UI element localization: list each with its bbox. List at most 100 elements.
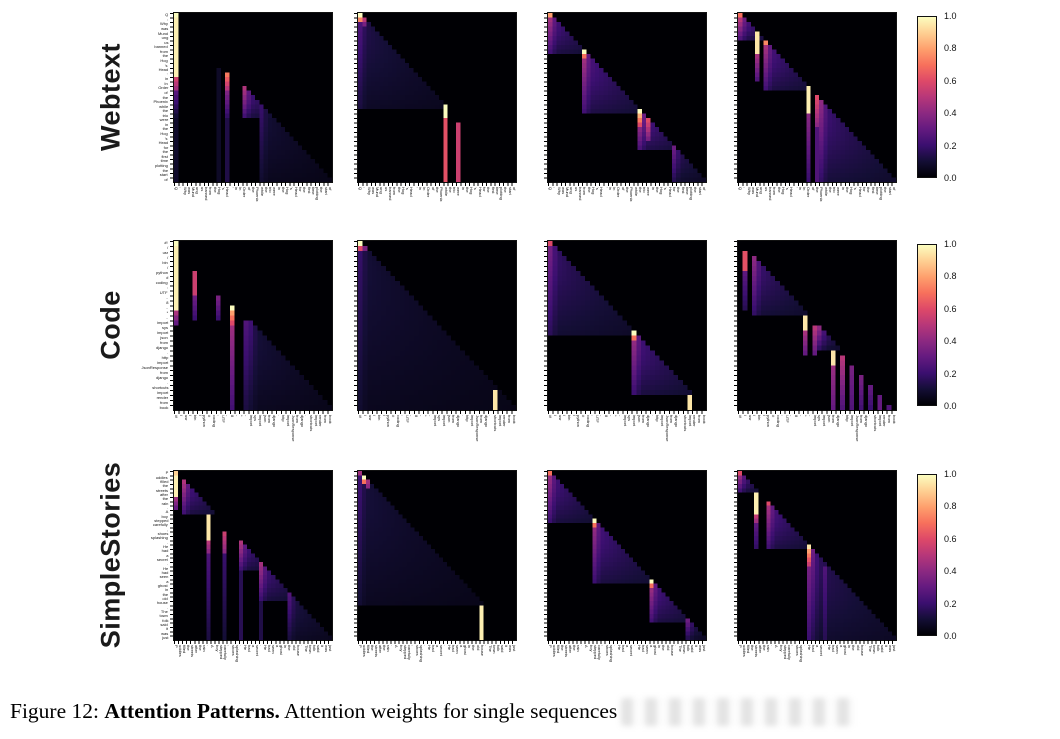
x-axis-token-labels: #! / usr / bin / python # coding: UTF -8- * - import s… [548, 415, 706, 461]
x-tick-label: house [669, 645, 675, 656]
x-tick-label: 's [473, 187, 478, 190]
x-tick-label: carefully [406, 645, 412, 660]
x-tick-label: json [262, 415, 268, 423]
x-tick-label: from [267, 415, 272, 423]
x-tick-label: * [239, 415, 244, 417]
attention-heatmap: #! / usr / bin / python # coding: UTF -8- * - import s… [170, 240, 333, 441]
y-tick-label: Hog [160, 131, 168, 137]
y-tick-label: the [162, 95, 168, 100]
x-tick-label: import [257, 415, 263, 427]
x-tick-label: / [562, 415, 567, 417]
x-tick-label: usr [183, 415, 189, 421]
attention-heatmap: #! / usr / bin / python # coding: UTF -8- * - import s… [734, 240, 897, 441]
heatmap-canvas [738, 471, 896, 640]
x-tick-label: * [803, 415, 808, 417]
x-tick-label: old [291, 645, 297, 651]
y-tick-label: just [161, 635, 168, 640]
x-tick-label: #! [548, 415, 553, 419]
y-tick-label: uddles [156, 475, 168, 480]
x-tick-label: shortcuts [683, 415, 688, 432]
y-tick-label: The [161, 609, 168, 614]
y-tick-label: . [166, 380, 168, 385]
x-ticks [738, 182, 896, 186]
x-tick-label: ung [195, 187, 200, 194]
x-tick-label: while [823, 187, 829, 197]
y-tick-label: import [156, 320, 168, 325]
x-tick-label: http [655, 415, 660, 422]
x-tick-label: 8 [604, 415, 609, 418]
x-tick-label: book [701, 415, 707, 424]
y-tick-label: seen [159, 574, 168, 580]
x-tick-label: JsonResponse [474, 415, 480, 442]
y-tick-label: of [164, 177, 168, 182]
x-tick-label: JsonResponse [854, 415, 860, 442]
y-tick-label: shoes [157, 531, 168, 536]
x-tick-label: import [285, 415, 291, 427]
x-tick-label: / [197, 415, 203, 417]
y-ticks [544, 241, 547, 410]
y-tick-label: Head [158, 67, 168, 73]
y-ticks [170, 13, 173, 182]
y-tick-label: in [164, 587, 168, 593]
x-tick-label: Phoenix [439, 187, 444, 202]
x-tick-label: . [299, 645, 305, 647]
x-tick-label: boy [398, 645, 404, 652]
x-tick-label: . [304, 415, 309, 417]
x-tick-label: start [323, 187, 329, 195]
y-tick-label: . [166, 540, 168, 545]
x-tick-label: import [441, 415, 447, 427]
x-tick-label: secret [819, 645, 824, 656]
y-tick-label: in [164, 76, 168, 82]
x-tick-label: first [490, 187, 496, 194]
x-tick-label: #! [174, 415, 179, 419]
y-ticks [734, 13, 737, 182]
x-axis-token-labels: Q: Why was Mund ung us banned from the Hog's Head '… [358, 187, 516, 233]
x-tick-label: / [571, 415, 577, 417]
x-tick-label: in [650, 187, 656, 191]
attention-heatmap: Q: Why was Mund ung us banned from the Hog's Head '… [170, 12, 333, 201]
colorbar-tick-label: 0.0 [944, 631, 957, 641]
y-tick-label: the [162, 592, 168, 597]
x-tick-label: the [396, 187, 402, 193]
x-tick-label: # [390, 415, 396, 418]
x-tick-label: . [678, 415, 683, 417]
x-tick-label: stepped [218, 645, 224, 660]
x-tick-label: shortcuts [493, 415, 498, 432]
x-axis-token-labels: Q: Why was Mund ung us banned from the Hog's Head '… [738, 187, 896, 233]
x-tick-label: 's [289, 187, 294, 190]
colorbar-tick-label: 1.0 [944, 11, 957, 21]
x-tick-label: from [669, 415, 674, 423]
colorbar-gradient [917, 474, 937, 636]
x-tick-label: A [584, 645, 589, 648]
colorbar-tick-label: 0.0 [944, 401, 957, 411]
x-tick-label: the [693, 187, 698, 193]
y-tick-label: He [162, 566, 168, 571]
y-tick-label: was [160, 26, 168, 31]
heatmap-canvas [548, 241, 706, 410]
x-tick-label: first [680, 187, 686, 194]
y-tick-label: trio [162, 113, 168, 118]
x-tick-label: . [650, 415, 656, 417]
y-tick-label: of [164, 90, 168, 95]
colorbar-tick-label: 0.6 [944, 75, 957, 86]
y-ticks [170, 241, 173, 410]
y-tick-label: P [165, 470, 168, 476]
heatmap-canvas [738, 13, 896, 182]
x-tick-label: - [409, 415, 414, 417]
x-tick-label: . [863, 645, 869, 647]
y-tick-label: time [160, 158, 168, 164]
x-tick-label: Head [409, 187, 414, 197]
colorbar-tick-label: 0.6 [944, 303, 957, 314]
x-axis-token-labels: #! / usr / bin / python # coding: UTF -8- * - import s… [358, 415, 516, 461]
y-tick-label: . [166, 561, 168, 567]
y-tick-label: had [161, 548, 168, 554]
x-tick-label: bin [192, 415, 198, 421]
y-tick-label: sys [162, 325, 168, 330]
x-tick-label: just [891, 645, 897, 652]
x-tick-label: Order [806, 187, 811, 198]
x-tick-label: 's [663, 187, 668, 190]
x-tick-label: 8 [414, 415, 419, 418]
x-tick-label: : [400, 415, 405, 417]
x-tick-label: python [766, 415, 771, 428]
x-tick-label: secret [629, 645, 634, 656]
